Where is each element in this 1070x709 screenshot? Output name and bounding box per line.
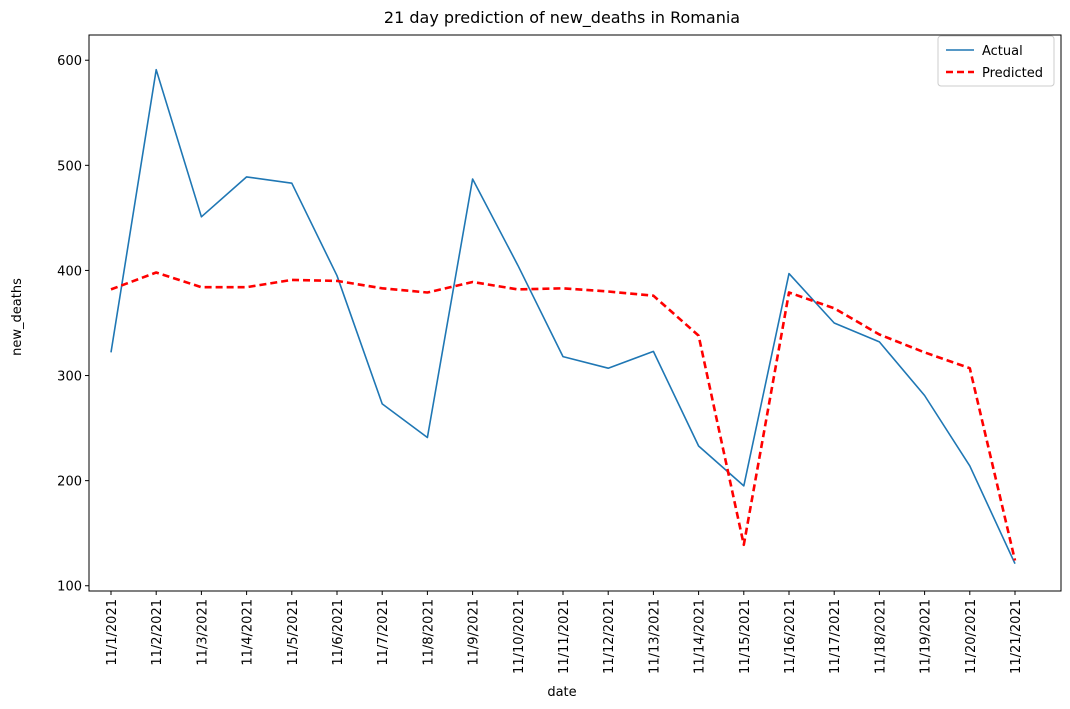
x-tick-label: 11/8/2021 [421, 599, 436, 666]
legend: Actual Predicted [937, 35, 1055, 87]
y-tick-label: 500 [57, 159, 82, 174]
series-layer [110, 68, 1017, 565]
y-tick-label: 100 [57, 580, 82, 595]
x-tick-label: 11/11/2021 [557, 599, 572, 674]
x-tick-label: 11/17/2021 [828, 599, 843, 674]
x-tick-label: 11/2/2021 [150, 599, 165, 666]
x-tick-label: 11/15/2021 [738, 599, 753, 674]
y-tick-label: 400 [57, 264, 82, 279]
series-line-actual [110, 68, 1016, 565]
x-tick-label: 11/14/2021 [693, 599, 708, 674]
plot-frame [88, 34, 1062, 592]
y-axis-label: new_deaths [10, 278, 25, 356]
x-tick-label: 11/4/2021 [241, 599, 256, 666]
x-tick-label: 11/20/2021 [964, 599, 979, 674]
x-tick-label: 11/10/2021 [512, 599, 527, 674]
x-tick-label: 11/21/2021 [1009, 599, 1024, 674]
legend-box [937, 35, 1055, 87]
x-tick-label: 11/9/2021 [467, 599, 482, 666]
y-tick-label: 600 [57, 54, 82, 69]
legend-label-actual: Actual [982, 44, 1023, 59]
x-tick-label: 11/19/2021 [919, 599, 934, 674]
x-axis: 11/1/2021 11/2/2021 11/3/2021 11/4/2021 11/5… [105, 591, 1024, 674]
x-tick-label: 11/16/2021 [783, 599, 798, 674]
x-tick-label: 11/7/2021 [376, 599, 391, 666]
x-axis-label: date [547, 685, 576, 700]
x-tick-label: 11/12/2021 [602, 599, 617, 674]
chart-title: 21 day prediction of new_deaths in Roman… [384, 8, 740, 28]
x-tick-label: 11/13/2021 [647, 599, 662, 674]
y-axis: 100 200 300 400 500 600 [57, 54, 89, 595]
y-tick-label: 200 [57, 475, 82, 490]
x-tick-label: 11/18/2021 [873, 599, 888, 674]
x-tick-label: 11/3/2021 [195, 599, 210, 666]
x-tick-label: 11/1/2021 [105, 599, 120, 666]
legend-label-predicted: Predicted [982, 66, 1043, 81]
y-tick-label: 300 [57, 370, 82, 385]
series-line-predicted [110, 271, 1017, 561]
x-tick-label: 11/5/2021 [286, 599, 301, 666]
x-tick-label: 11/6/2021 [331, 599, 346, 666]
